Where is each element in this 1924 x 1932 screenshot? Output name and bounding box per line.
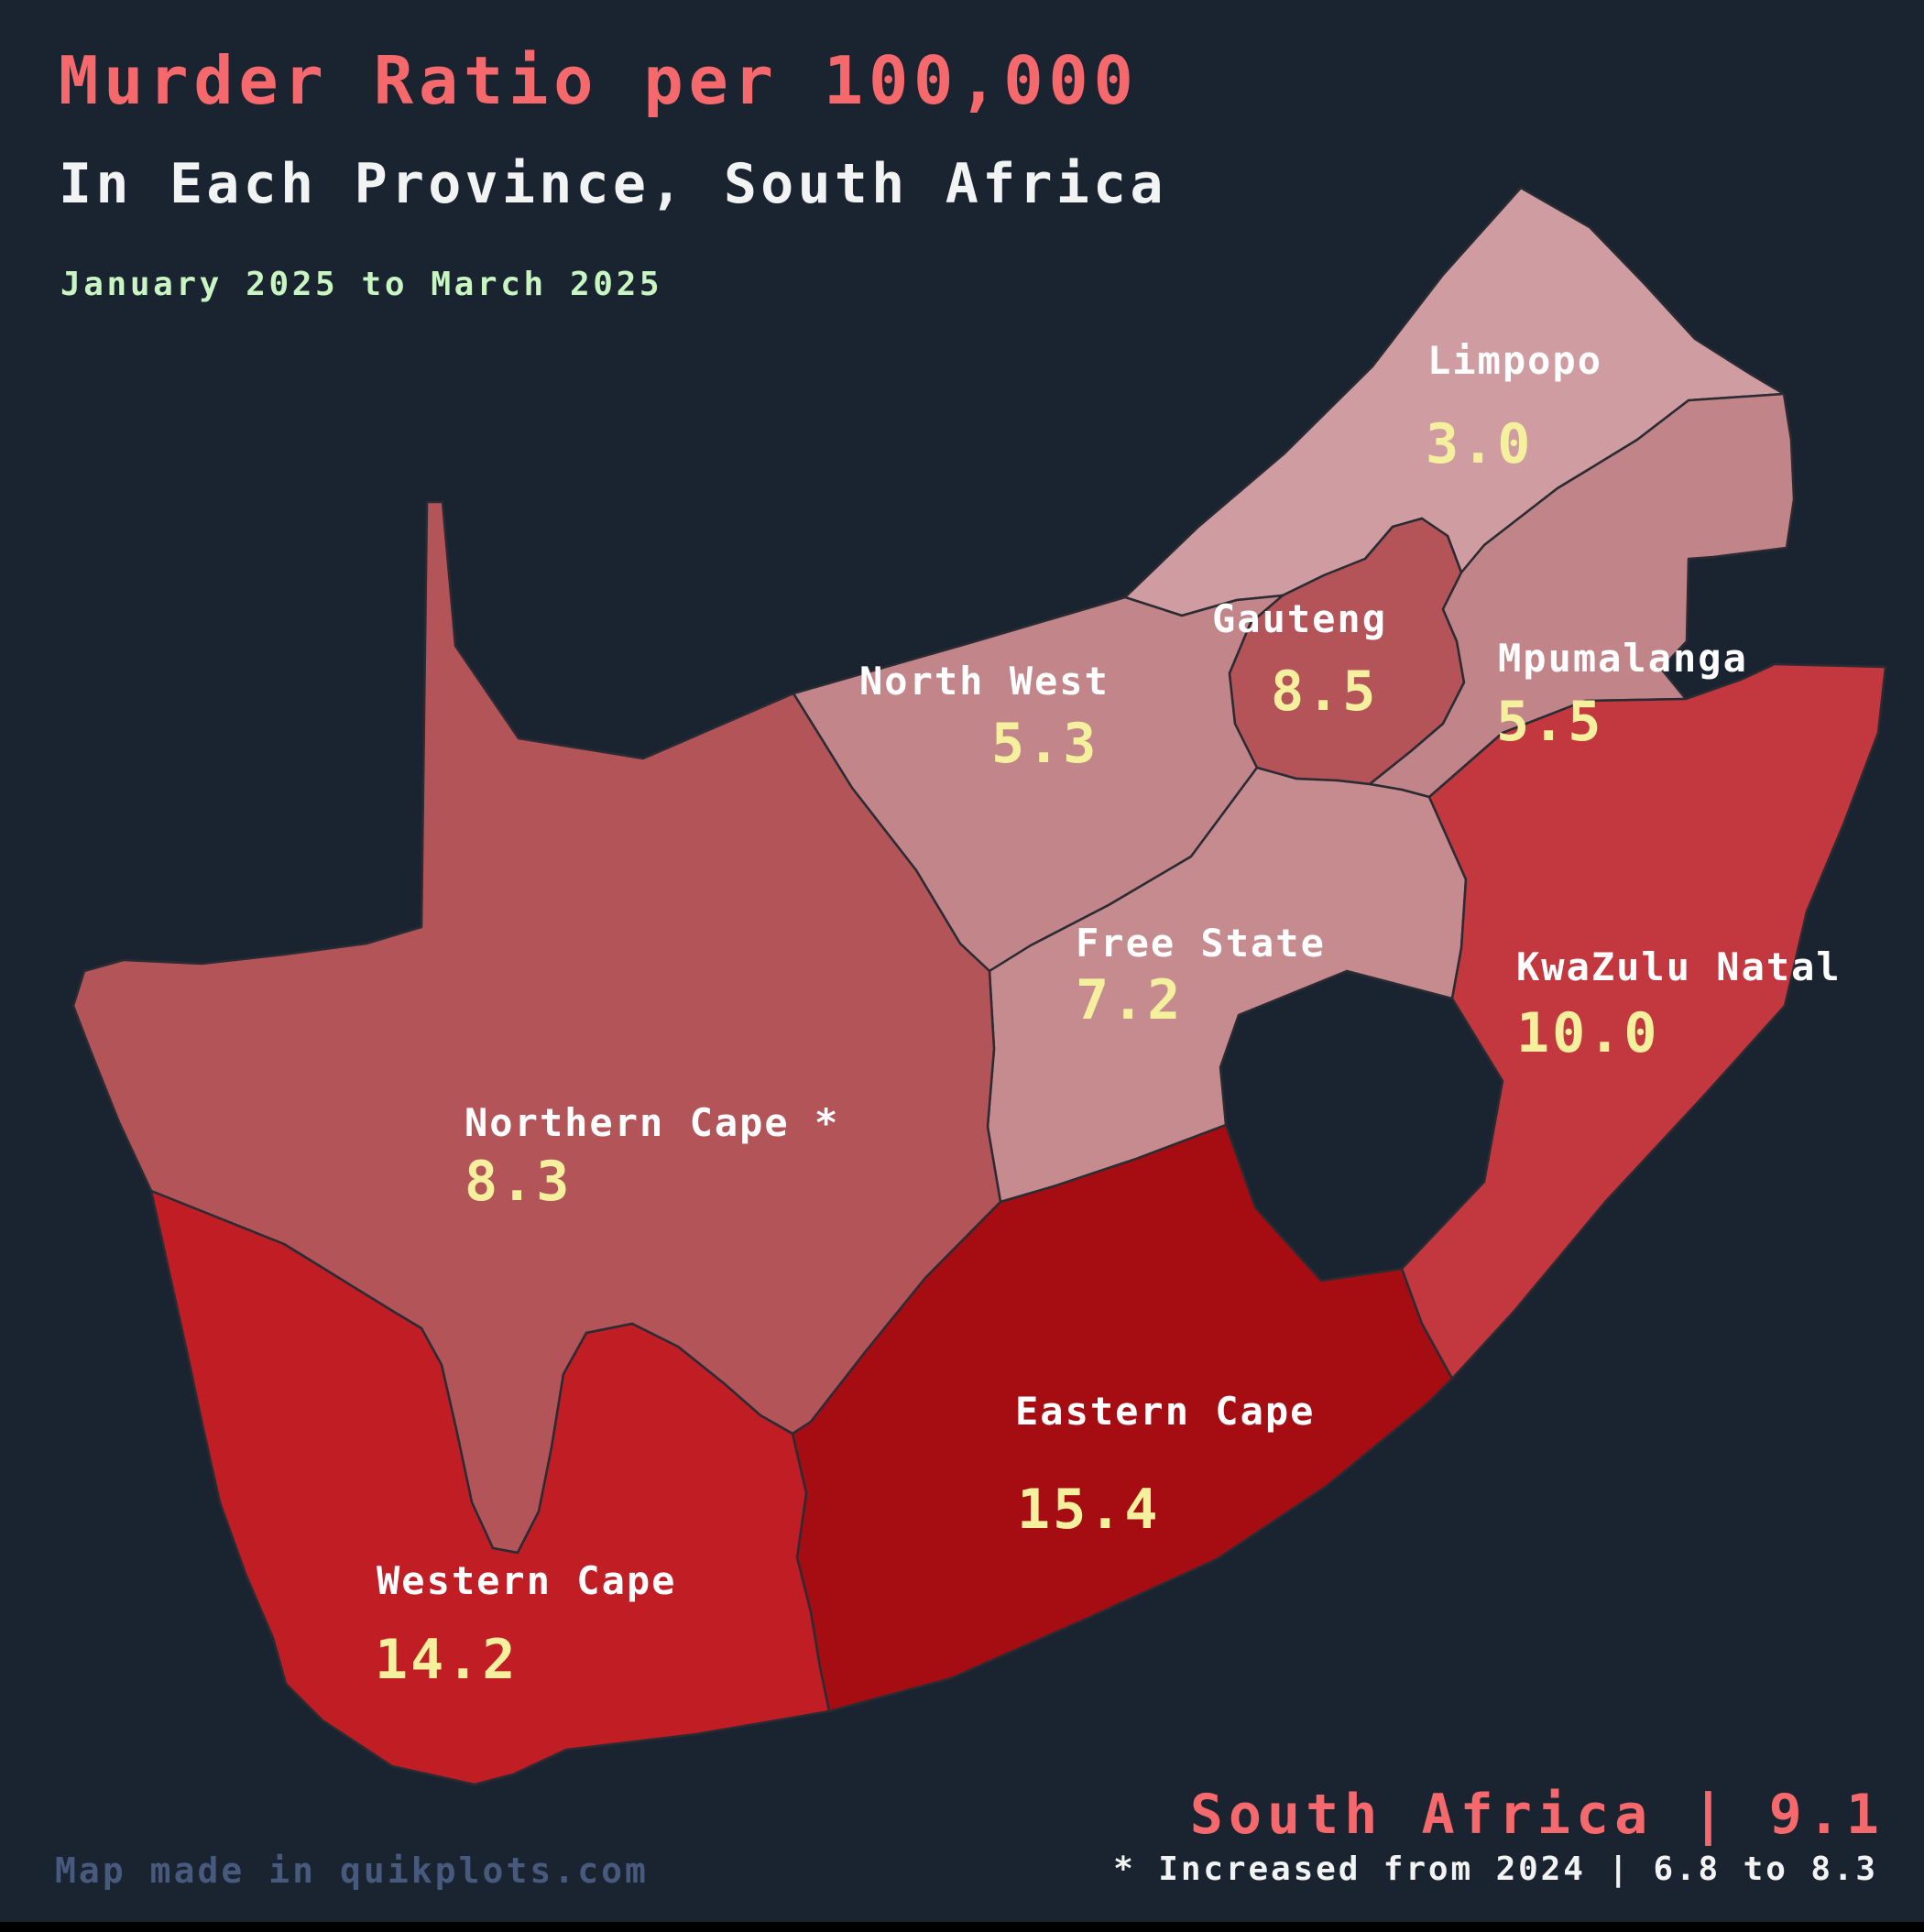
province-shape-mpumalanga: [1368, 392, 1796, 799]
value-free-state: 7.2: [1076, 968, 1183, 1032]
label-free-state: Free State: [1076, 921, 1326, 966]
value-gauteng: 8.5: [1271, 660, 1378, 724]
page-title: Murder Ratio per 100,000: [59, 42, 1139, 119]
page-subtitle: In Each Province, South Africa: [59, 152, 1167, 216]
value-mpumalanga: 5.5: [1496, 690, 1603, 754]
bottom-black-strip: [0, 1922, 1924, 1932]
label-eastern-cape: Eastern Cape: [1015, 1389, 1315, 1434]
credit-text: Map made in quikplots.com: [55, 1850, 649, 1891]
label-northern-cape: Northern Cape *: [465, 1100, 839, 1145]
province-shape-eastern-cape: [791, 1123, 1454, 1713]
label-kwazulu-natal: KwaZulu Natal: [1516, 944, 1842, 989]
label-limpopo: Limpopo: [1427, 338, 1602, 383]
national-summary: South Africa | 9.1: [1189, 1783, 1885, 1847]
date-range-label: January 2025 to March 2025: [60, 266, 663, 303]
value-limpopo: 3.0: [1426, 412, 1533, 476]
footnote-increase: * Increased from 2024 | 6.8 to 8.3: [1113, 1850, 1878, 1888]
value-northern-cape: 8.3: [465, 1150, 572, 1214]
value-north-west: 5.3: [991, 712, 1099, 776]
label-gauteng: Gauteng: [1212, 596, 1387, 641]
value-eastern-cape: 15.4: [1017, 1478, 1161, 1542]
value-kwazulu-natal: 10.0: [1516, 1001, 1660, 1065]
value-western-cape: 14.2: [375, 1628, 519, 1692]
label-western-cape: Western Cape: [377, 1558, 676, 1603]
province-shape-western-cape: [149, 1189, 831, 1786]
province-shape-kwazulu-natal: [1400, 662, 1887, 1381]
label-north-west: North West: [859, 659, 1110, 704]
label-mpumalanga: Mpumalanga: [1498, 636, 1748, 681]
